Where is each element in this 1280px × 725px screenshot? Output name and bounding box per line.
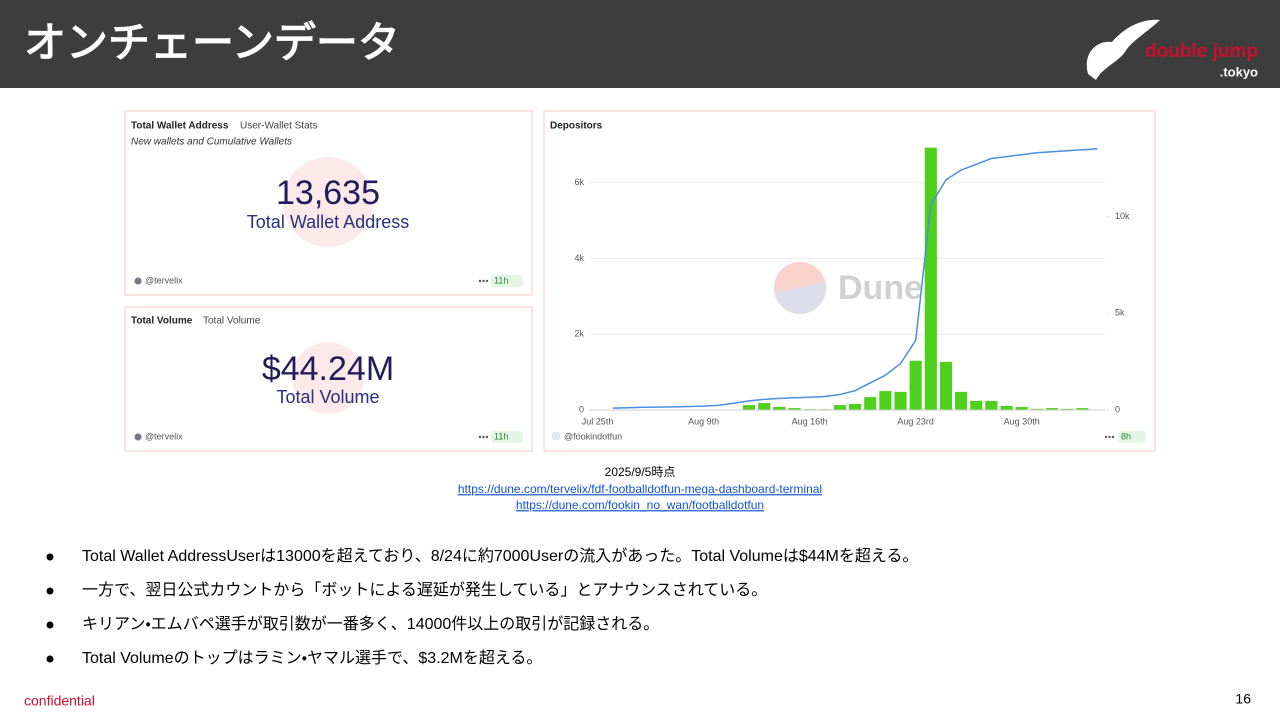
bar	[955, 392, 967, 410]
y2-tick-label: 5k	[1115, 308, 1125, 318]
bar	[743, 405, 755, 410]
chart-age: 8h	[1121, 431, 1131, 441]
panel-value: 13,635	[276, 174, 380, 212]
avatar	[552, 432, 560, 440]
caption-link[interactable]: https://dune.com/fookin_no_wan/footballd…	[516, 498, 764, 512]
bar	[1000, 406, 1012, 410]
bullet-list: Total Wallet AddressUserは13000を超えており、8/2…	[47, 547, 919, 667]
confidential: confidential	[24, 693, 95, 709]
panel-author: @tervelix	[145, 431, 183, 441]
bar	[910, 361, 922, 410]
bar	[849, 404, 861, 410]
panel-title: Total Volume	[131, 316, 193, 327]
bar	[758, 403, 770, 410]
panel-age: 11h	[494, 431, 508, 441]
menu-dots[interactable]	[479, 280, 488, 282]
bar	[894, 392, 906, 410]
y2-tick-label: 10k	[1115, 211, 1130, 221]
panel-author: @tervelix	[145, 275, 183, 285]
x-tick-label: Aug 30th	[1004, 416, 1040, 426]
logo-suffix: .tokyo	[1220, 64, 1258, 79]
bar	[879, 391, 891, 410]
bullet-text: Total Volumeのトップはラミン・ヤマル選手で、$3.2Mを超える。	[82, 649, 542, 667]
panel-label: Total Wallet Address	[247, 212, 409, 232]
slide-title: オンチェーンデータ	[24, 19, 400, 66]
panel-title: Total Wallet Address	[131, 121, 229, 132]
dune-watermark: Dune	[774, 262, 923, 314]
x-tick-label: Aug 9th	[688, 416, 719, 426]
y-tick-label: 4k	[574, 253, 584, 263]
panel-label: Total Volume	[276, 387, 379, 407]
y-tick-label: 0	[579, 404, 584, 414]
chart-title: Depositors	[550, 121, 603, 132]
caption-link[interactable]: https://dune.com/tervelix/fdf-footballdo…	[458, 482, 822, 496]
panel-age: 11h	[494, 275, 508, 285]
y-tick-label: 2k	[574, 329, 584, 339]
bullet-dot	[47, 554, 54, 561]
bullet-text: キリアン・エムバペ選手が取引数が一番多く、14000件以上の取引が記録される。	[82, 615, 659, 633]
caption-date: 2025/9/5時点	[605, 465, 676, 479]
page-number: 16	[1235, 691, 1251, 707]
avatar	[135, 278, 142, 285]
panel-value: $44.24M	[262, 350, 394, 388]
bar	[864, 397, 876, 410]
bar	[985, 401, 997, 410]
y2-tick-label: 0	[1115, 404, 1120, 414]
logo-name: double jump	[1145, 41, 1258, 62]
bar	[925, 148, 937, 410]
bullet-text: 一方で、翌日公式カウントから「ボットによる遅延が発生している」とアナウンスされて…	[82, 581, 767, 599]
bullet-dot	[47, 656, 54, 663]
x-tick-label: Aug 16th	[792, 416, 828, 426]
panel-subtitle: Total Volume	[203, 316, 261, 327]
menu-dots[interactable]	[1105, 436, 1114, 438]
panel-description: New wallets and Cumulative Wallets	[131, 137, 292, 148]
bar	[970, 401, 982, 410]
bar	[834, 405, 846, 410]
panel-subtitle: User-Wallet Stats	[240, 121, 317, 132]
x-tick-label: Jul 25th	[582, 416, 614, 426]
avatar	[135, 434, 142, 441]
bullet-text: Total Wallet AddressUserは13000を超えており、8/2…	[82, 547, 918, 565]
menu-dots[interactable]	[479, 436, 488, 438]
watermark-text: Dune	[838, 269, 923, 307]
bar	[940, 362, 952, 410]
x-tick-label: Aug 23rd	[897, 416, 934, 426]
chart-author: @fookindotfun	[564, 431, 622, 441]
y-tick-label: 6k	[574, 177, 584, 187]
bullet-dot	[47, 588, 54, 595]
bullet-dot	[47, 622, 54, 629]
